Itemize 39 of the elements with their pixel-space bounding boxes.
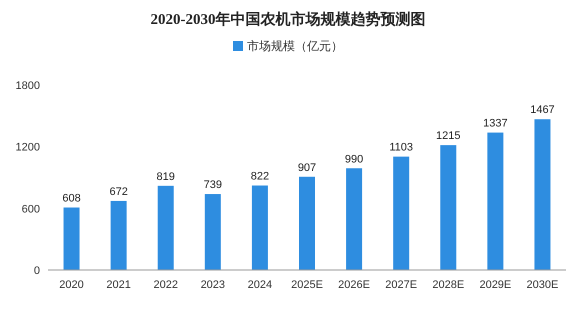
y-tick-label: 1200: [16, 142, 40, 154]
bar: [298, 176, 316, 270]
bar: [158, 186, 174, 270]
data-label: 608: [62, 192, 81, 205]
data-label: 990: [344, 153, 364, 166]
data-label: 1103: [389, 142, 414, 154]
y-tick-label: 600: [22, 203, 40, 216]
data-label: 739: [204, 179, 222, 192]
data-label: 1337: [483, 118, 508, 130]
bar: [393, 156, 410, 270]
bar: [204, 194, 221, 270]
y-tick-label: 0: [34, 265, 40, 277]
x-tick-label: 2027E: [385, 279, 418, 291]
x-tick-label: 2026E: [338, 279, 370, 291]
data-label: 822: [250, 170, 270, 183]
bar: [346, 168, 362, 270]
data-label: 819: [156, 170, 175, 183]
bar: [487, 132, 504, 270]
x-tick-label: 2021: [106, 279, 131, 291]
x-tick-label: 2028E: [432, 279, 464, 291]
bar: [534, 119, 550, 270]
data-label: 1215: [436, 130, 461, 142]
bar: [64, 208, 80, 270]
x-tick-label: 2023: [200, 279, 226, 291]
x-tick-label: 2030E: [526, 279, 558, 291]
x-tick-label: 2025E: [291, 279, 323, 291]
bar: [252, 186, 268, 270]
x-tick-label: 2022: [153, 279, 178, 291]
data-label: 672: [109, 186, 128, 198]
y-tick-label: 1800: [16, 80, 40, 92]
data-label: 907: [298, 162, 316, 174]
chart-title: 2020-2030年中国农机市场规模趋势预测图: [150, 10, 426, 28]
legend-label: 市场规模（亿元）: [247, 39, 343, 53]
bar: [440, 145, 456, 270]
x-tick-label: 2029E: [479, 279, 512, 291]
data-label: 1467: [530, 104, 555, 116]
bar: [110, 200, 127, 270]
x-tick-label: 2024: [248, 279, 272, 291]
x-tick-label: 2020: [59, 279, 84, 291]
